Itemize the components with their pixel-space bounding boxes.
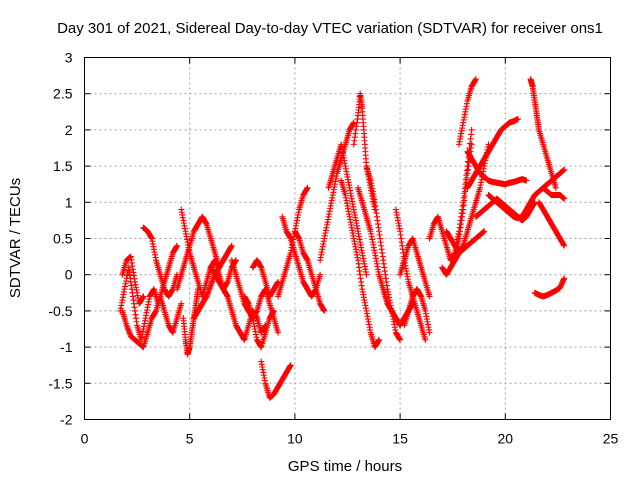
- series-track-w: [363, 163, 404, 343]
- x-tick-label: 25: [603, 431, 619, 447]
- y-tick-label: 0.5: [53, 231, 73, 247]
- data-point: [561, 275, 568, 282]
- x-tick-label: 5: [186, 431, 194, 447]
- y-tick-label: -2: [60, 412, 73, 428]
- data-point: [468, 126, 475, 133]
- series-track-s: [325, 141, 370, 278]
- data-point: [426, 293, 433, 300]
- data-point: [174, 242, 181, 249]
- series-track-an: [531, 275, 568, 300]
- y-tick-label: 3: [65, 50, 73, 66]
- data-point: [472, 76, 479, 83]
- series-track-al: [535, 199, 568, 249]
- x-tick-labels: 0 5 10 15 20 25: [81, 431, 619, 447]
- series-track-z: [397, 235, 433, 300]
- x-tick-label: 10: [287, 431, 303, 447]
- data-point: [270, 307, 277, 314]
- series-track-p: [279, 213, 324, 300]
- data-point: [422, 336, 429, 343]
- series-track-g: [180, 286, 202, 358]
- data-point: [317, 271, 324, 278]
- data-point: [376, 336, 383, 343]
- series-track-m: [249, 257, 282, 300]
- series-track-ad: [456, 76, 479, 148]
- y-tick-label: 1: [65, 194, 73, 210]
- y-tick-label: 2: [65, 122, 73, 138]
- data-point: [178, 300, 185, 307]
- data-marks: [117, 76, 568, 401]
- data-point: [561, 195, 568, 202]
- data-point: [426, 329, 433, 336]
- y-tick-labels: -2 -1.5 -1 -0.5 0 0.5 1 1.5 2 2.5 3: [48, 50, 72, 428]
- series-track-ah: [464, 148, 530, 188]
- data-point: [552, 184, 559, 191]
- data-point: [321, 307, 328, 314]
- y-tick-label: -1: [60, 339, 73, 355]
- data-point: [304, 184, 311, 191]
- data-point: [363, 271, 370, 278]
- y-tick-label: -0.5: [48, 303, 72, 319]
- series-track-d: [140, 224, 181, 300]
- y-tick-label: 2.5: [53, 86, 73, 102]
- axis-ticks: [84, 57, 611, 420]
- data-point: [481, 228, 488, 235]
- data-point: [514, 116, 521, 123]
- chart-title: Day 301 of 2021, Sidereal Day-to-day VTE…: [57, 20, 603, 37]
- series-track-t: [338, 177, 383, 351]
- data-point: [397, 336, 404, 343]
- series-track-u: [350, 90, 378, 213]
- series-track-b: [119, 253, 147, 307]
- plot-frame: [84, 57, 611, 420]
- data-point: [275, 329, 282, 336]
- x-axis-label: GPS time / hours: [288, 458, 402, 475]
- data-point: [468, 141, 475, 148]
- data-point: [523, 177, 530, 184]
- y-axis-label: SDTVAR / TECUs: [7, 178, 24, 298]
- data-point: [561, 166, 568, 173]
- series-track-ak: [527, 76, 559, 191]
- data-point: [228, 242, 235, 249]
- x-tick-label: 15: [392, 431, 408, 447]
- data-point: [140, 293, 147, 300]
- data-point: [287, 362, 294, 369]
- series-track-l: [241, 293, 277, 351]
- y-tick-label: 1.5: [53, 158, 73, 174]
- series-track-q: [291, 228, 328, 314]
- y-tick-label: -1.5: [48, 375, 72, 391]
- y-tick-label: 0: [65, 267, 73, 283]
- series-track-n: [258, 358, 294, 401]
- series-track-am: [540, 184, 568, 202]
- series-track-i: [190, 242, 235, 322]
- data-point: [561, 242, 568, 249]
- series-track-e: [157, 293, 185, 336]
- x-tick-label: 0: [81, 431, 89, 447]
- grid: [84, 57, 611, 420]
- x-tick-label: 20: [498, 431, 514, 447]
- series-track-aa: [401, 286, 433, 336]
